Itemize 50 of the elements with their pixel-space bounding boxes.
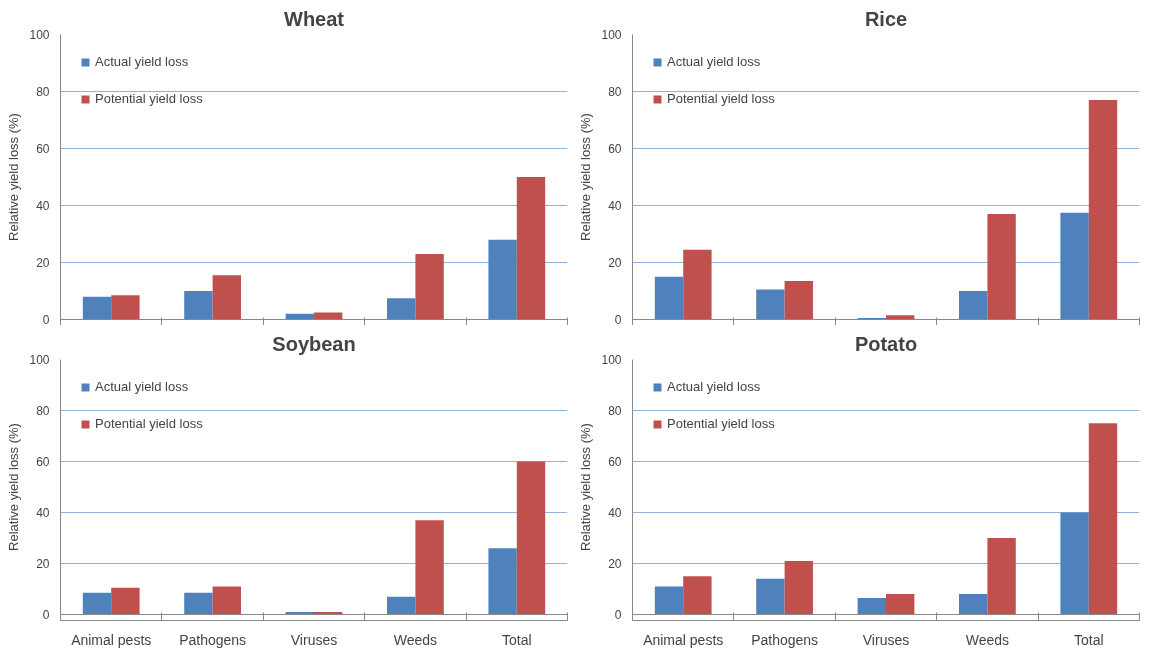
chart-title: Wheat	[284, 7, 345, 30]
y-tick-label: 40	[608, 506, 622, 520]
x-tick-label: Weeds	[393, 631, 438, 648]
x-tick-label: Weeds	[965, 631, 1010, 648]
y-tick-label: 0	[42, 608, 50, 622]
x-tick-label: Animal pests	[643, 631, 724, 648]
chart-title: Rice	[864, 7, 908, 30]
y-tick-label: 40	[36, 199, 50, 213]
y-tick-label: 20	[608, 557, 622, 571]
x-tick-label: Total	[502, 631, 532, 648]
y-tick-label: 40	[36, 506, 50, 520]
x-tick-label: Pathogens	[179, 631, 247, 648]
y-tick-label: 100	[29, 28, 50, 42]
x-tick-label: Viruses	[862, 631, 910, 648]
y-axis-title: Relative yield loss (%)	[578, 423, 594, 551]
legend-label: Actual yield loss	[667, 379, 761, 394]
y-axis-title: Relative yield loss (%)	[6, 423, 22, 551]
y-axis-title: Relative yield loss (%)	[6, 113, 22, 241]
y-tick-label: 60	[36, 455, 50, 469]
y-tick-label: 0	[42, 313, 50, 327]
x-tick-label: Total	[1074, 631, 1104, 648]
y-tick-label: 0	[614, 608, 622, 622]
y-tick-label: 100	[601, 28, 622, 42]
y-tick-label: 60	[36, 142, 50, 156]
y-tick-label: 60	[608, 142, 622, 156]
y-tick-label: 80	[36, 85, 50, 99]
x-tick-label: Viruses	[290, 631, 338, 648]
chart-title: Potato	[854, 332, 918, 355]
y-tick-label: 80	[608, 85, 622, 99]
y-tick-label: 40	[608, 199, 622, 213]
y-tick-label: 80	[36, 404, 50, 418]
y-tick-label: 100	[29, 353, 50, 367]
y-tick-label: 20	[608, 256, 622, 270]
legend-label: Potential yield loss	[95, 416, 203, 431]
y-axis-title: Relative yield loss (%)	[578, 113, 594, 241]
y-tick-label: 20	[36, 557, 50, 571]
x-tick-label: Animal pests	[71, 631, 152, 648]
legend-label: Actual yield loss	[95, 54, 189, 69]
y-tick-label: 0	[614, 313, 622, 327]
y-tick-label: 20	[36, 256, 50, 270]
legend-label: Actual yield loss	[667, 54, 761, 69]
legend-label: Actual yield loss	[95, 379, 189, 394]
legend-label: Potential yield loss	[667, 416, 775, 431]
x-tick-label: Pathogens	[751, 631, 819, 648]
y-tick-label: 60	[608, 455, 622, 469]
y-tick-label: 100	[601, 353, 622, 367]
y-tick-label: 80	[608, 404, 622, 418]
chart-title: Soybean	[272, 332, 356, 355]
legend-label: Potential yield loss	[95, 91, 203, 106]
legend-label: Potential yield loss	[667, 91, 775, 106]
